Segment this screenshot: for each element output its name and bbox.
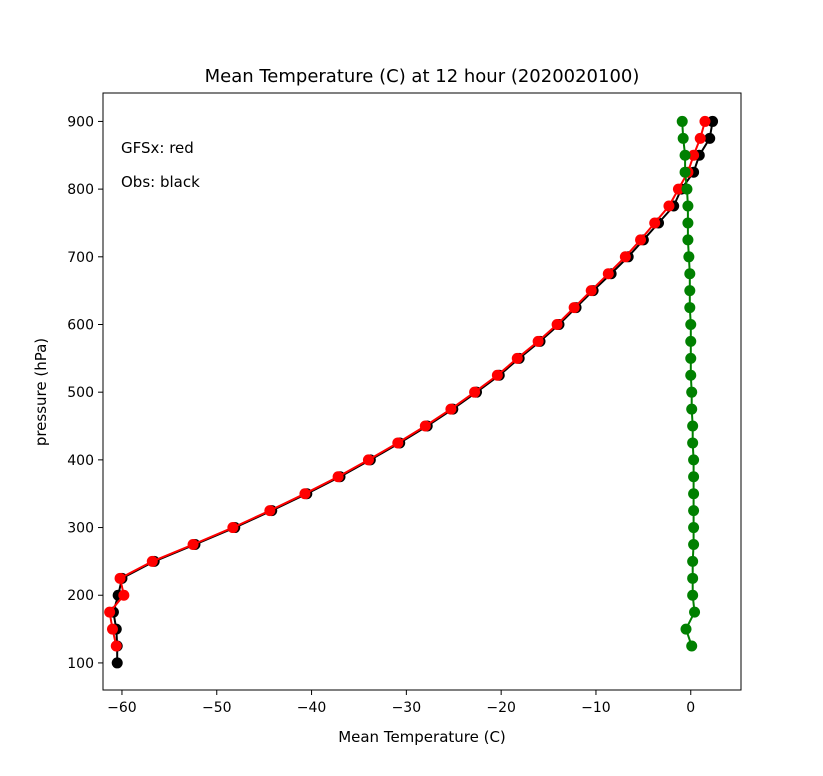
data-point [362,454,374,466]
data-point [332,471,344,483]
y-tick-label: 900 [67,114,94,130]
data-point [392,437,404,449]
data-point [551,318,563,330]
x-axis-label: Mean Temperature (C) [338,728,506,746]
data-point [682,200,694,212]
x-tick-label: −60 [107,700,137,716]
data-point [707,115,719,127]
data-point [419,420,431,432]
data-point [684,302,696,314]
data-point [686,386,698,398]
data-point [602,268,614,280]
data-point [111,657,123,669]
data-point [687,420,699,432]
data-point [686,403,698,415]
chart-title: Mean Temperature (C) at 12 hour (2020020… [205,66,640,87]
data-point [688,454,700,466]
data-point [676,115,688,127]
x-tick-label: −30 [392,700,422,716]
annotation-obs: Obs: black [121,173,200,191]
data-point [532,335,544,347]
data-point [649,217,661,229]
data-point [687,572,699,584]
x-axis: −60 −50 −40 −30 −20 −10 0 [107,690,695,716]
data-point [106,623,118,635]
data-point [672,183,684,195]
data-point [688,471,700,483]
series-1 [104,115,711,652]
data-point [663,200,675,212]
data-point [685,318,697,330]
data-point [684,268,696,280]
data-point [677,132,689,144]
data-point [704,132,716,144]
data-point [227,522,239,534]
data-point [699,115,711,127]
y-tick-label: 300 [67,521,94,537]
data-point [680,623,692,635]
data-point [679,149,691,161]
data-point [685,335,697,347]
y-tick-label: 200 [67,588,94,604]
data-point [146,555,158,567]
y-tick-label: 500 [67,385,94,401]
data-point [683,251,695,263]
y-tick-label: 400 [67,453,94,469]
x-tick-label: −20 [486,700,516,716]
data-point [688,522,700,534]
data-point [491,369,503,381]
data-point [688,149,700,161]
series-layer [104,115,719,669]
x-tick-label: −10 [581,700,611,716]
data-point [445,403,457,415]
data-point [679,166,691,178]
data-point [568,302,580,314]
annotation-gfsx: GFSx: red [121,139,194,157]
data-point [619,251,631,263]
data-point [687,589,699,601]
data-point [694,132,706,144]
series-2 [676,115,701,652]
data-point [682,234,694,246]
data-point [299,488,311,500]
data-point [686,640,698,652]
data-point [511,352,523,364]
data-point [635,234,647,246]
y-axis: 100 200 300 400 500 600 700 800 900 [67,114,103,672]
y-tick-label: 600 [67,317,94,333]
x-tick-label: 0 [686,700,695,716]
y-tick-label: 800 [67,182,94,198]
data-point [469,386,481,398]
data-point [687,437,699,449]
data-point [585,285,597,297]
data-point [685,369,697,381]
x-tick-label: −40 [297,700,327,716]
data-point [687,555,699,567]
data-point [104,606,116,618]
x-tick-label: −50 [202,700,232,716]
data-point [685,352,697,364]
plot-area [102,92,742,691]
data-point [110,640,122,652]
data-point [681,183,693,195]
data-point [684,285,696,297]
data-point [689,606,701,618]
y-axis-label: pressure (hPa) [32,338,50,446]
data-point [264,505,276,517]
data-point [688,505,700,517]
y-tick-label: 700 [67,250,94,266]
data-point [682,217,694,229]
data-point [187,538,199,550]
y-tick-label: 100 [67,656,94,672]
data-point [688,538,700,550]
data-point [118,589,130,601]
data-point [114,572,126,584]
data-point [688,488,700,500]
